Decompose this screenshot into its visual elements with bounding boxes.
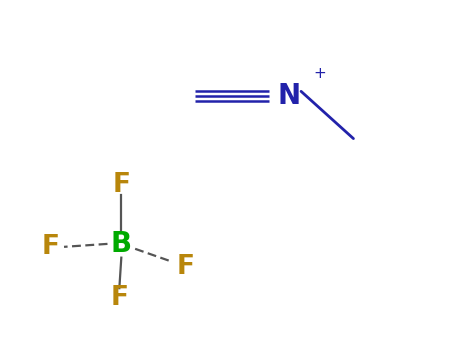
Text: N: N (278, 82, 300, 110)
Text: B: B (111, 230, 132, 258)
Text: +: + (313, 66, 326, 81)
Text: F: F (177, 253, 195, 280)
Text: F: F (110, 285, 128, 311)
Text: F: F (112, 172, 130, 198)
Text: F: F (41, 234, 59, 260)
